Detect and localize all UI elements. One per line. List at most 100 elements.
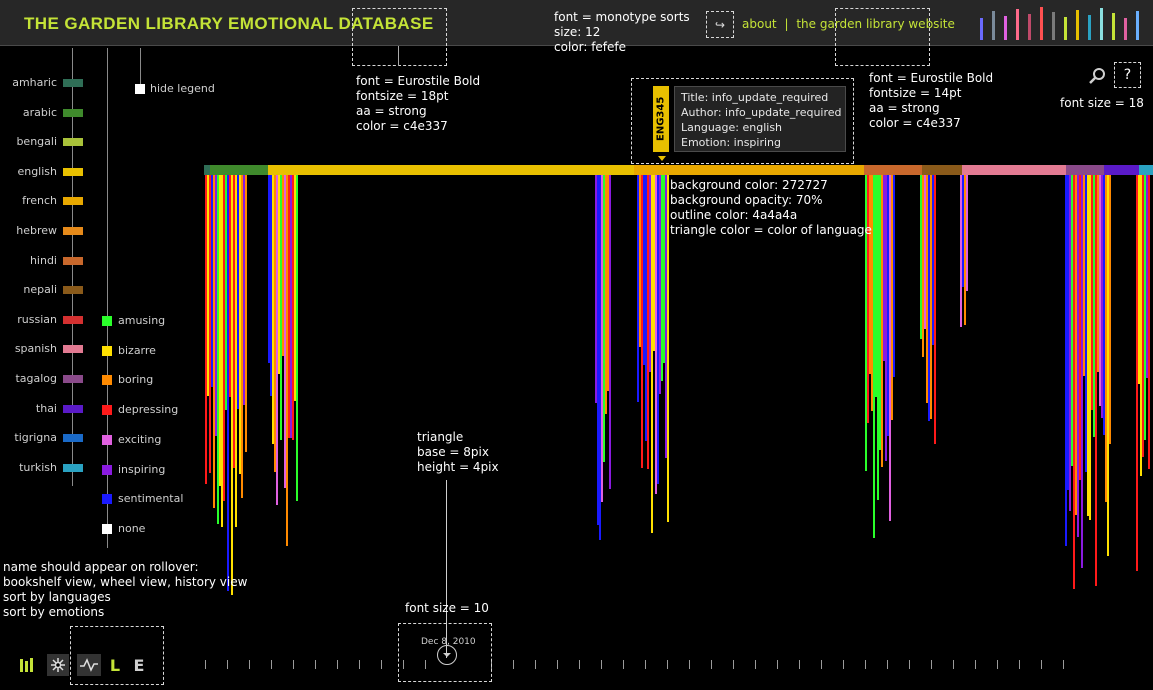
book-bar[interactable]	[928, 175, 930, 421]
book-bar[interactable]	[877, 175, 879, 500]
book-bar[interactable]	[663, 175, 665, 363]
book-bar[interactable]	[1136, 175, 1138, 571]
share-arrow-icon[interactable]: ↪	[706, 11, 734, 38]
emotion-legend-label[interactable]: bizarre	[118, 343, 156, 357]
emotion-legend-label[interactable]: amusing	[118, 314, 166, 327]
book-bar[interactable]	[881, 175, 883, 467]
book-bar[interactable]	[659, 175, 661, 394]
book-bar[interactable]	[1101, 175, 1103, 418]
book-bar[interactable]	[294, 175, 296, 401]
emotion-legend-label[interactable]: inspiring	[118, 462, 166, 476]
language-legend-swatch[interactable]	[63, 463, 83, 472]
emotion-legend-swatch[interactable]	[102, 375, 112, 386]
book-bar[interactable]	[274, 175, 276, 472]
book-bar[interactable]	[1067, 175, 1069, 490]
book-bar[interactable]	[1103, 175, 1105, 435]
book-bar[interactable]	[1148, 175, 1150, 469]
book-bar[interactable]	[1077, 175, 1079, 537]
book-bar[interactable]	[1109, 175, 1111, 444]
book-bar[interactable]	[237, 175, 239, 409]
book-bar[interactable]	[296, 175, 298, 501]
book-bar[interactable]	[1073, 175, 1075, 589]
book-bar[interactable]	[209, 175, 211, 473]
emotion-legend-swatch[interactable]	[102, 464, 112, 475]
language-legend-swatch[interactable]	[63, 138, 83, 147]
book-bar[interactable]	[641, 175, 643, 468]
book-bar[interactable]	[891, 175, 893, 420]
language-legend-label[interactable]: hindi	[29, 253, 57, 267]
book-bar[interactable]	[649, 175, 651, 372]
book-bar[interactable]	[603, 175, 605, 462]
book-bar[interactable]	[960, 175, 962, 327]
emotion-legend-label[interactable]: sentimental	[118, 492, 184, 506]
book-bar[interactable]	[1093, 175, 1095, 437]
bookshelf-icon[interactable]	[18, 654, 36, 676]
book-bar[interactable]	[229, 175, 231, 397]
language-legend-label[interactable]: amharic	[12, 76, 57, 89]
timeline-scrubber[interactable]	[437, 645, 457, 665]
book-bar[interactable]	[964, 175, 966, 325]
book-bar[interactable]	[1075, 175, 1077, 515]
book-bar[interactable]	[887, 175, 889, 436]
book-bar[interactable]	[1107, 175, 1109, 556]
book-bar[interactable]	[883, 175, 885, 361]
book-bar[interactable]	[607, 175, 609, 391]
book-bar[interactable]	[651, 175, 653, 533]
help-button[interactable]: ?	[1114, 62, 1141, 88]
book-bar[interactable]	[1099, 175, 1101, 406]
language-legend-swatch[interactable]	[63, 79, 83, 87]
book-bar[interactable]	[278, 175, 280, 374]
language-legend-swatch[interactable]	[63, 375, 83, 383]
book-bar[interactable]	[893, 175, 895, 377]
book-bar[interactable]	[920, 175, 922, 339]
language-legend-swatch[interactable]	[63, 256, 83, 265]
emotion-legend-swatch[interactable]	[102, 434, 112, 445]
language-legend-swatch[interactable]	[63, 227, 83, 235]
book-bar[interactable]	[1083, 175, 1085, 376]
book-bar[interactable]	[1091, 175, 1093, 410]
book-bar[interactable]	[268, 175, 270, 363]
book-bar[interactable]	[213, 175, 215, 508]
book-bar[interactable]	[284, 175, 286, 488]
book-bar[interactable]	[290, 175, 292, 438]
emotion-legend-swatch[interactable]	[102, 494, 112, 505]
emotion-legend-swatch[interactable]	[102, 316, 112, 326]
book-bar[interactable]	[922, 175, 924, 357]
book-bar[interactable]	[292, 175, 294, 440]
emotion-legend-swatch[interactable]	[102, 345, 112, 356]
book-bar[interactable]	[869, 175, 871, 374]
book-bar[interactable]	[235, 175, 237, 527]
book-bar[interactable]	[665, 175, 667, 458]
book-bar[interactable]	[1087, 175, 1089, 516]
book-bar[interactable]	[597, 175, 599, 525]
book-bar[interactable]	[276, 175, 278, 505]
book-bar[interactable]	[211, 175, 213, 387]
book-bar[interactable]	[926, 175, 928, 403]
book-bar[interactable]	[243, 175, 245, 405]
book-bar[interactable]	[637, 175, 639, 402]
sort-by-emotions-button[interactable]: E	[133, 655, 145, 675]
book-bar[interactable]	[930, 175, 932, 419]
book-bar[interactable]	[932, 175, 934, 345]
book-bar[interactable]	[1142, 175, 1144, 457]
language-legend-label[interactable]: hebrew	[16, 224, 57, 237]
history-icon[interactable]	[77, 654, 101, 676]
book-bar[interactable]	[1144, 175, 1146, 440]
search-icon[interactable]	[1088, 66, 1108, 86]
book-bar[interactable]	[667, 175, 669, 522]
book-bar[interactable]	[601, 175, 603, 502]
language-legend-swatch[interactable]	[63, 108, 83, 117]
book-bar[interactable]	[1081, 175, 1083, 568]
book-bar[interactable]	[286, 175, 288, 546]
language-legend-swatch[interactable]	[63, 404, 83, 413]
language-legend-label[interactable]: turkish	[19, 460, 57, 474]
book-bar[interactable]	[207, 175, 209, 396]
book-bar[interactable]	[227, 175, 229, 591]
book-bar[interactable]	[1069, 175, 1071, 511]
language-legend-label[interactable]: tigrigna	[14, 431, 57, 445]
language-legend-label[interactable]: english	[17, 164, 57, 178]
book-bar[interactable]	[609, 175, 611, 489]
hide-legend-toggle[interactable]: hide legend	[135, 82, 215, 95]
book-bar[interactable]	[871, 175, 873, 411]
language-legend-label[interactable]: french	[22, 194, 57, 208]
